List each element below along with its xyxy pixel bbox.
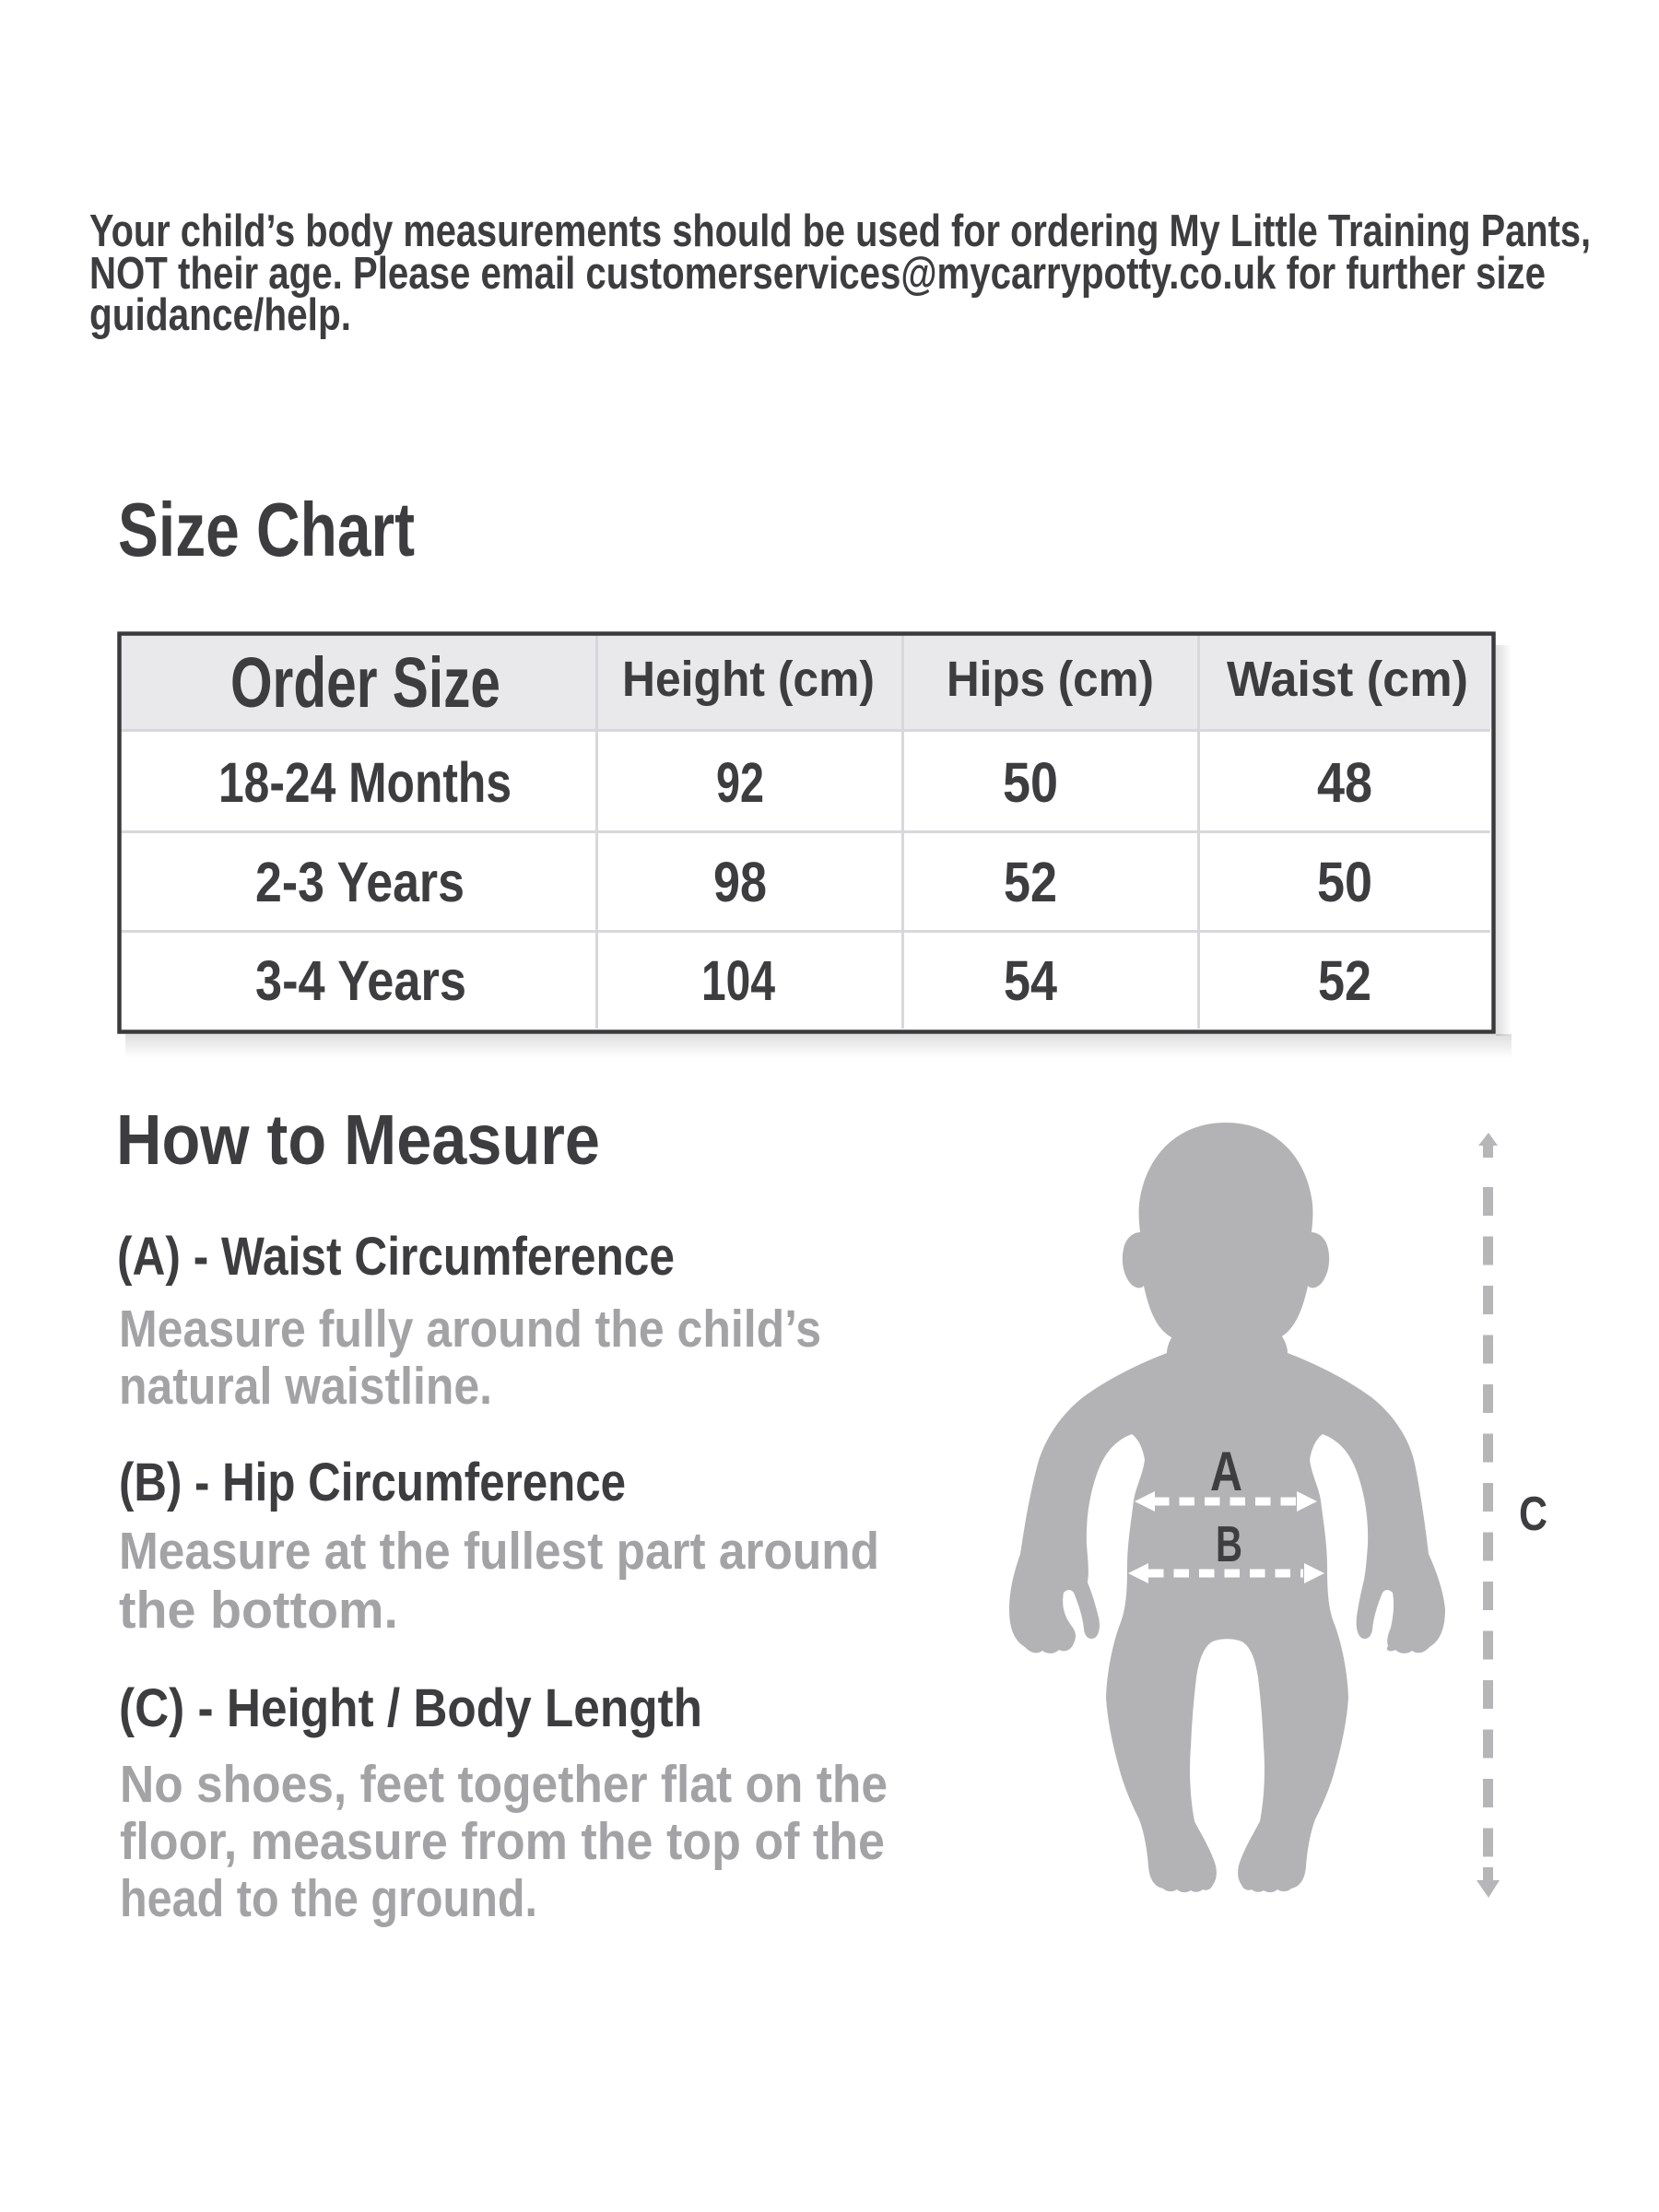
svg-text:A: A bbox=[1210, 1441, 1242, 1502]
svg-text:Size Chart: Size Chart bbox=[118, 487, 415, 572]
svg-text:Measure at the fullest part ar: Measure at the fullest part around bbox=[119, 1522, 879, 1581]
svg-text:Height (cm): Height (cm) bbox=[622, 652, 875, 707]
svg-text:the bottom.: the bottom. bbox=[119, 1581, 398, 1640]
svg-text:Order Size: Order Size bbox=[230, 643, 500, 723]
svg-text:54: 54 bbox=[1004, 949, 1057, 1012]
svg-text:NOT their age. Please email cu: NOT their age. Please email customerserv… bbox=[89, 249, 1546, 299]
svg-text:48: 48 bbox=[1317, 751, 1372, 814]
svg-text:50: 50 bbox=[1003, 751, 1058, 814]
svg-text:No shoes, feet together flat o: No shoes, feet together flat on the bbox=[120, 1755, 888, 1814]
svg-text:Waist (cm): Waist (cm) bbox=[1227, 652, 1468, 707]
svg-text:Your child’s body measurements: Your child’s body measurements should be… bbox=[89, 206, 1591, 256]
svg-text:52: 52 bbox=[1318, 949, 1371, 1012]
svg-text:Hips (cm): Hips (cm) bbox=[947, 652, 1154, 707]
svg-text:natural waistline.: natural waistline. bbox=[119, 1357, 492, 1416]
svg-text:guidance/help.: guidance/help. bbox=[89, 290, 351, 340]
svg-text:98: 98 bbox=[713, 851, 767, 913]
svg-text:50: 50 bbox=[1317, 851, 1372, 913]
svg-text:floor, measure from the top of: floor, measure from the top of the bbox=[120, 1812, 885, 1871]
svg-text:(C) - Height / Body Length: (C) - Height / Body Length bbox=[119, 1678, 702, 1738]
svg-text:104: 104 bbox=[701, 949, 775, 1012]
svg-text:2-3 Years: 2-3 Years bbox=[255, 851, 465, 913]
svg-text:18-24 Months: 18-24 Months bbox=[218, 751, 512, 814]
svg-text:head to the ground.: head to the ground. bbox=[120, 1869, 537, 1928]
svg-text:C: C bbox=[1519, 1488, 1547, 1541]
svg-text:92: 92 bbox=[716, 751, 764, 814]
svg-text:(B) - Hip Circumference: (B) - Hip Circumference bbox=[119, 1453, 626, 1512]
svg-text:(A) - Waist Circumference: (A) - Waist Circumference bbox=[117, 1227, 675, 1287]
svg-text:B: B bbox=[1216, 1515, 1242, 1572]
svg-text:52: 52 bbox=[1004, 851, 1057, 913]
svg-text:Measure fully around the child: Measure fully around the child’s bbox=[119, 1300, 821, 1359]
svg-text:3-4 Years: 3-4 Years bbox=[255, 949, 466, 1012]
svg-text:How to Measure: How to Measure bbox=[116, 1100, 600, 1180]
